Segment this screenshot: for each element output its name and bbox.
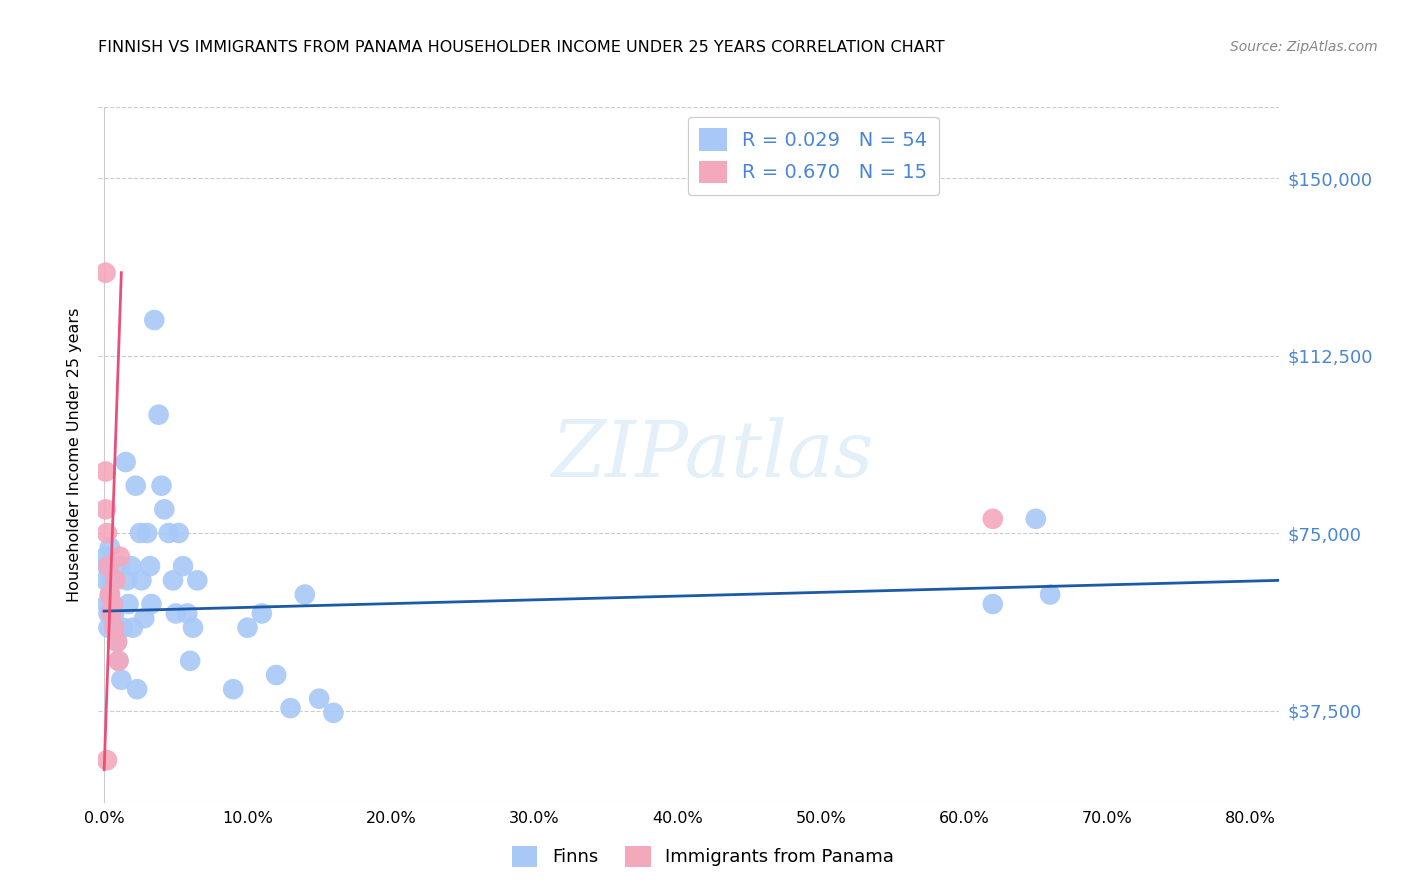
Point [172, 559, 194, 574]
Point [115, 574, 138, 588]
Point [96, 559, 118, 574]
Point [114, 455, 136, 469]
Point [322, 706, 344, 720]
Point [280, 701, 302, 715]
Point [100, 574, 122, 588]
Point [117, 597, 139, 611]
Point [134, 611, 156, 625]
Point [94, 465, 117, 479]
Point [107, 654, 129, 668]
Point [98, 588, 121, 602]
Point [127, 682, 149, 697]
Point [179, 654, 201, 668]
Text: FINNISH VS IMMIGRANTS FROM PANAMA HOUSEHOLDER INCOME UNDER 25 YEARS CORRELATION : FINNISH VS IMMIGRANTS FROM PANAMA HOUSEH… [98, 40, 945, 55]
Point [129, 526, 152, 541]
Legend: Finns, Immigrants from Panama: Finns, Immigrants from Panama [505, 838, 901, 874]
Point [101, 597, 124, 611]
Point [136, 526, 159, 541]
Point [143, 313, 166, 327]
Legend: R = 0.029   N = 54, R = 0.670   N = 15: R = 0.029 N = 54, R = 0.670 N = 15 [688, 117, 939, 194]
Point [181, 621, 204, 635]
Point [105, 635, 128, 649]
Point [1025, 512, 1047, 526]
Point [186, 574, 208, 588]
Point [104, 574, 127, 588]
Point [94, 549, 117, 564]
Point [1039, 588, 1062, 602]
Point [104, 621, 127, 635]
Point [294, 588, 316, 602]
Point [96, 597, 118, 611]
Point [96, 526, 118, 541]
Point [162, 574, 184, 588]
Text: Source: ZipAtlas.com: Source: ZipAtlas.com [1230, 40, 1378, 54]
Point [131, 574, 153, 588]
Point [98, 588, 121, 602]
Point [250, 607, 273, 621]
Point [236, 621, 259, 635]
Point [105, 635, 128, 649]
Point [111, 621, 134, 635]
Point [157, 526, 180, 541]
Point [97, 621, 120, 635]
Point [308, 691, 330, 706]
Point [96, 753, 118, 767]
Point [981, 597, 1004, 611]
Y-axis label: Householder Income Under 25 years: Householder Income Under 25 years [67, 308, 83, 602]
Point [94, 502, 117, 516]
Point [108, 549, 131, 564]
Point [103, 607, 125, 621]
Point [125, 478, 148, 492]
Point [148, 408, 170, 422]
Point [139, 559, 162, 574]
Point [167, 526, 190, 541]
Point [222, 682, 245, 697]
Point [120, 559, 142, 574]
Point [153, 502, 176, 516]
Point [264, 668, 287, 682]
Point [108, 559, 131, 574]
Point [97, 607, 120, 621]
Point [121, 621, 143, 635]
Point [103, 621, 125, 635]
Point [165, 607, 187, 621]
Point [94, 574, 117, 588]
Point [94, 266, 117, 280]
Point [141, 597, 163, 611]
Point [150, 478, 173, 492]
Point [97, 559, 120, 574]
Text: ZIPatlas: ZIPatlas [551, 417, 873, 493]
Point [100, 607, 122, 621]
Point [176, 607, 198, 621]
Point [101, 597, 124, 611]
Point [98, 540, 121, 554]
Point [981, 512, 1004, 526]
Point [110, 673, 132, 687]
Point [107, 654, 129, 668]
